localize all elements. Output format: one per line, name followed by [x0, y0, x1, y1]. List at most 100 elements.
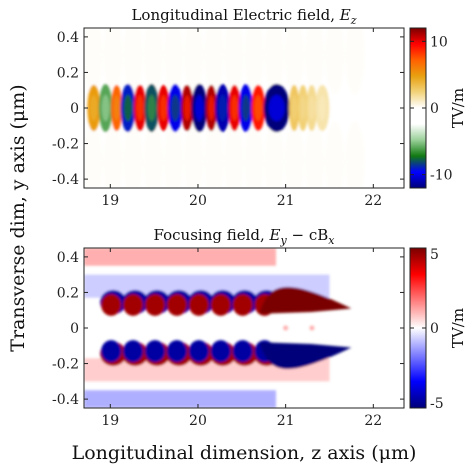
background-wisp	[143, 28, 164, 95]
panel2-colorbar-label: TV/m	[449, 308, 467, 348]
field-band-core	[147, 94, 156, 122]
background-wisp	[163, 28, 184, 95]
y-tick-label: -0.2	[52, 357, 79, 373]
big-upper-lobe	[259, 287, 352, 314]
background-wisp	[344, 121, 365, 188]
field-band-core	[194, 94, 204, 122]
x-tick-label: 22	[364, 413, 382, 429]
field-band-core	[136, 95, 144, 121]
background-wisp	[223, 28, 244, 95]
upper-lobe	[166, 293, 187, 316]
x-tick-label: 21	[277, 193, 295, 209]
upper-lobe	[210, 293, 231, 316]
lower-lobe	[123, 340, 144, 363]
background-wisp	[102, 28, 123, 95]
y-tick-label: 0.2	[57, 285, 79, 301]
background-wisp	[244, 28, 265, 95]
background-wisp	[264, 28, 285, 95]
background-wisp	[304, 28, 325, 95]
background-wisp	[284, 121, 305, 188]
y-axis-label: Transverse dim, y axis (μm)	[7, 84, 29, 351]
x-tick-label: 19	[101, 413, 119, 429]
y-tick-label: 0.2	[57, 65, 79, 81]
colorbar-tick-label: -10	[430, 168, 453, 184]
upper-lobe	[232, 293, 253, 316]
background-wisp	[223, 121, 244, 188]
center-feature	[309, 325, 315, 331]
panel1-heatmap	[84, 28, 404, 188]
upper-lobe	[144, 293, 165, 316]
y-tick-label: 0	[70, 321, 79, 337]
background-wisp	[304, 121, 325, 188]
panel1-title: Longitudinal Electric field, Ez	[131, 6, 356, 27]
colorbar-tick-label: 0	[430, 321, 439, 337]
panel2-axes: 19 20 21 22 0.4 0.2 0 -0.2 -0.4	[52, 248, 404, 429]
colorbar-tick-label: 5	[430, 247, 439, 263]
field-band-core	[160, 95, 167, 121]
x-tick-label: 20	[189, 413, 207, 429]
panel1-axes: 19 20 21 22 0.4 0.2 0 -0.2 -0.4	[52, 28, 404, 209]
upper-lobe	[101, 293, 122, 316]
field-band-core	[300, 95, 306, 121]
field-band-core	[101, 94, 110, 122]
field-band-core	[90, 95, 98, 121]
x-tick-label: 21	[277, 413, 295, 429]
x-axis-label: Longitudinal dimension, z axis (μm)	[72, 442, 417, 464]
background-wisp	[344, 28, 365, 95]
upper-halo	[84, 248, 276, 266]
field-layer	[84, 28, 365, 188]
colorbar-tick-label: 10	[430, 34, 448, 50]
upper-lobe	[123, 293, 144, 316]
background-wisp	[203, 28, 224, 95]
x-tick-label: 20	[189, 193, 207, 209]
y-tick-label: -0.4	[52, 172, 79, 188]
background-wisp	[324, 121, 345, 188]
lower-lobe	[188, 340, 209, 363]
field-band-core	[241, 94, 250, 122]
field-band-core	[218, 94, 227, 122]
field-layer	[84, 248, 352, 408]
lower-lobe	[166, 340, 187, 363]
panel2-title: Focusing field, Ey − cBx	[154, 226, 336, 247]
panel2-heatmap	[84, 248, 404, 408]
field-band-core	[208, 95, 215, 121]
background-wisp	[324, 28, 345, 95]
field-band-core	[268, 94, 285, 122]
y-tick-label: 0.4	[57, 250, 79, 266]
y-tick-label: -0.4	[52, 392, 79, 408]
background-wisp	[84, 121, 103, 188]
panel1-colorbar: 10 0 -10	[409, 27, 453, 189]
background-wisp	[123, 121, 144, 188]
panel1-colorbar-label: TV/m	[449, 88, 467, 128]
field-band-core	[291, 95, 297, 121]
lower-lobe	[210, 340, 231, 363]
y-tick-label: 0.4	[57, 30, 79, 46]
background-wisp	[163, 121, 184, 188]
x-tick-label: 22	[364, 193, 382, 209]
big-lower-lobe	[259, 342, 352, 369]
y-tick-label: -0.2	[52, 137, 79, 153]
background-wisp	[284, 28, 305, 95]
background-wisp	[203, 121, 224, 188]
upper-lobe	[188, 293, 209, 316]
background-wisp	[143, 121, 164, 188]
colorbar-tick-label: -5	[430, 396, 444, 412]
field-band-core	[308, 95, 315, 121]
background-wisp	[264, 121, 285, 188]
field-band-core	[318, 95, 327, 121]
colorbar-tick-label: 0	[430, 101, 439, 117]
field-band-core	[231, 95, 238, 121]
lower-halo	[84, 390, 276, 408]
panel2-colorbar: 5 0 -5	[409, 247, 444, 412]
panel2-background	[84, 248, 404, 408]
center-feature	[283, 325, 289, 331]
background-wisp	[244, 121, 265, 188]
field-band-core	[171, 94, 180, 122]
background-wisp	[183, 121, 204, 188]
lower-lobe	[144, 340, 165, 363]
background-wisp	[84, 28, 103, 95]
background-wisp	[123, 28, 144, 95]
background-wisp	[183, 28, 204, 95]
lower-lobe	[101, 340, 122, 363]
